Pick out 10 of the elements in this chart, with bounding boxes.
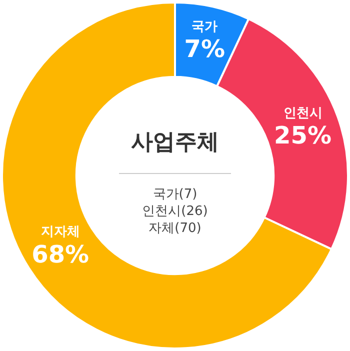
data-label: 7% [184, 35, 225, 64]
data-label: 25% [274, 122, 332, 150]
text: 국가(7) [152, 186, 198, 202]
slice-label: 국가 [192, 19, 218, 34]
slice-label: 인천시 [283, 106, 322, 121]
text: 자체(70) [148, 220, 202, 236]
data-label: 68% [32, 240, 90, 268]
text: 사업주체 [131, 130, 219, 156]
text: 인천시(26) [142, 204, 208, 219]
slice-label: 지자체 [40, 224, 80, 240]
